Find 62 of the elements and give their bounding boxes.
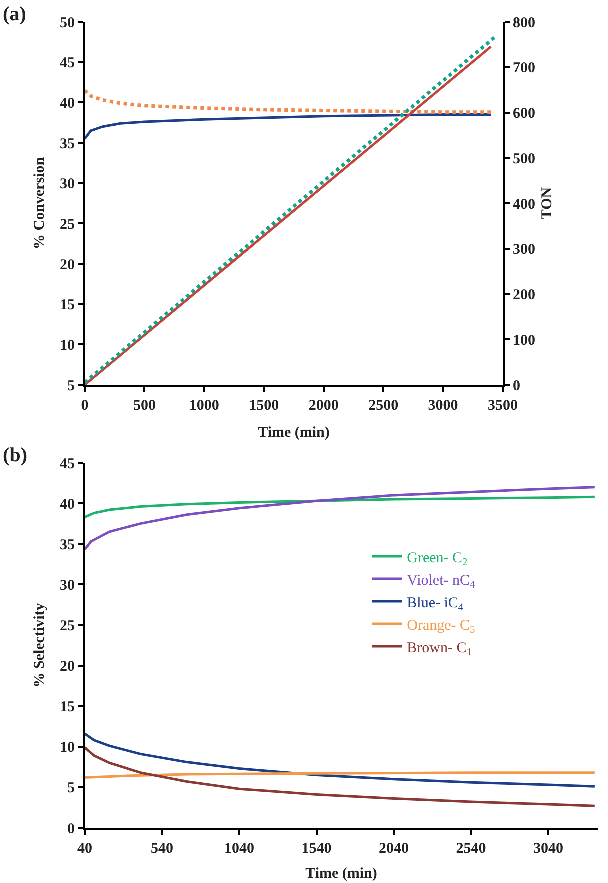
legend-label: Brown- C$_{1}$ (407, 640, 472, 658)
chart-title: (a) (3, 4, 26, 26)
y-tick-label: 5 (68, 780, 75, 797)
y2-tick-label: 500 (513, 151, 536, 168)
y2-tick-label: 800 (513, 15, 536, 32)
x-tick-label: 1500 (249, 398, 280, 414)
x-tick-label: 540 (151, 841, 174, 857)
line-series (85, 114, 492, 140)
line-series (85, 732, 596, 788)
y-axis-title: % Selectivity (32, 602, 48, 688)
x-tick-label: 3000 (428, 398, 458, 414)
line-series (85, 88, 493, 114)
y-tick-label: 45 (60, 456, 75, 472)
y2-tick-label: 0 (513, 378, 520, 394)
y-tick-label: 35 (60, 136, 75, 152)
y-tick-label: 40 (60, 96, 75, 112)
line-series (85, 496, 596, 519)
y-tick-label: 25 (60, 618, 75, 634)
y-tick-label: 20 (60, 659, 75, 676)
x-tick-label: 2040 (379, 841, 410, 857)
line-series (85, 486, 596, 552)
y-tick-label: 15 (60, 298, 75, 314)
x-tick-label: 40 (78, 841, 92, 857)
x-tick-label: 2500 (368, 398, 399, 414)
y2-tick-label: 300 (513, 242, 536, 258)
x-axis-title: Time (min) (306, 866, 378, 882)
legend-label: Green- C$_{2}$ (407, 550, 468, 568)
y2-axis-title: TON (540, 187, 556, 220)
y-tick-label: 45 (60, 56, 75, 72)
legend-label: Blue- iC$_{4}$ (407, 595, 464, 614)
x-tick-label: 2000 (308, 398, 339, 414)
x-tick-label: 1040 (224, 841, 255, 857)
y-tick-label: 5 (68, 378, 75, 394)
y-tick-label: 0 (68, 821, 75, 838)
y-tick-label: 10 (60, 338, 75, 354)
y-tick-label: 20 (60, 257, 75, 274)
legend-label: Orange- C$_{5}$ (407, 618, 476, 636)
line-series (85, 746, 596, 808)
y2-tick-label: 100 (513, 332, 536, 349)
x-axis-title: Time (min) (258, 425, 330, 441)
x-tick-label: 500 (133, 398, 156, 414)
y2-tick-label: 600 (513, 106, 536, 122)
legend-label: Violet- nC$_{4}$ (407, 572, 476, 591)
y2-tick-label: 200 (513, 288, 536, 304)
y-tick-label: 25 (60, 216, 75, 233)
chart-title: (b) (3, 444, 28, 467)
x-tick-label: 1540 (302, 841, 332, 857)
y2-tick-label: 400 (513, 196, 536, 213)
x-tick-label: 3500 (488, 398, 518, 414)
y-tick-label: 35 (60, 537, 75, 554)
y-tick-label: 30 (60, 578, 75, 594)
y-tick-label: 10 (60, 740, 75, 756)
x-tick-label: 2540 (456, 841, 486, 857)
y-tick-label: 40 (60, 496, 75, 513)
x-tick-label: 3040 (534, 841, 564, 857)
x-tick-label: 0 (81, 398, 89, 414)
y-axis-title: % Conversion (32, 156, 48, 250)
y-tick-label: 50 (60, 15, 75, 32)
y-tick-label: 15 (60, 700, 75, 716)
x-tick-label: 1000 (189, 398, 220, 414)
y2-tick-label: 700 (513, 60, 536, 77)
y-tick-label: 30 (60, 176, 75, 193)
